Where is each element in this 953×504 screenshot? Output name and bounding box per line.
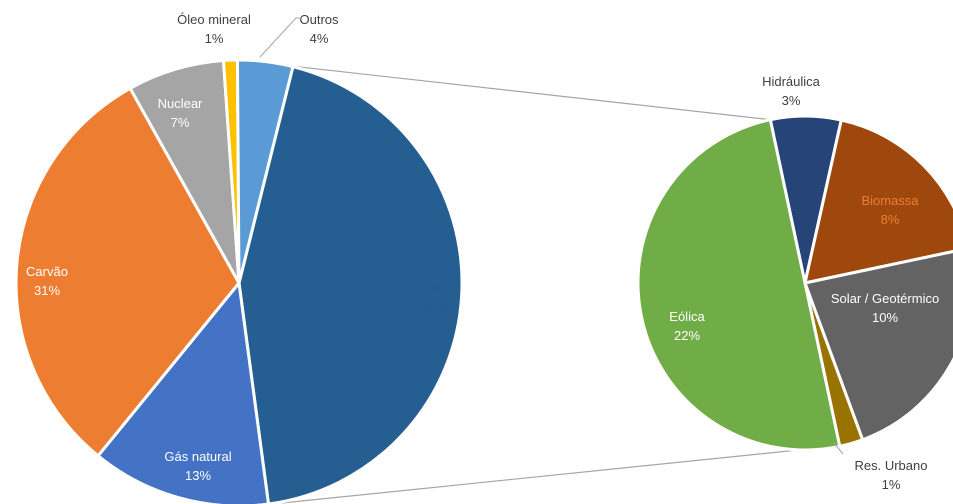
- label-category: Eólica: [669, 309, 705, 324]
- label-value: 3%: [782, 93, 801, 108]
- connector-lines: [237, 59, 800, 504]
- main-label-gas-natural: Gás natural 13%: [164, 449, 231, 483]
- connector-top: [237, 59, 771, 121]
- label-value: 8%: [881, 212, 900, 227]
- label-value: 13%: [185, 468, 211, 483]
- label-category: Outros: [299, 12, 339, 27]
- label-category: Óleo mineral: [177, 12, 251, 27]
- label-value: 10%: [872, 310, 898, 325]
- main-label-nuclear: Nuclear 7%: [158, 96, 203, 130]
- label-value: 1%: [882, 477, 901, 492]
- leader-outros: [259, 17, 302, 58]
- sub-slice-eolica: [636, 118, 842, 452]
- label-value: 4%: [310, 31, 329, 46]
- sub-slice-biomassa: [803, 118, 953, 285]
- label-category: Biomassa: [861, 193, 919, 208]
- main-label-oleo-mineral: Óleo mineral 1%: [177, 12, 251, 46]
- label-category: Nuclear: [158, 96, 203, 111]
- label-category: Outra: [418, 280, 451, 295]
- sub-label-eolica: Eólica 22%: [669, 309, 705, 343]
- main-slice-carvao: [14, 86, 241, 458]
- main-slice-outros: [235, 58, 295, 285]
- leader-res-urbano: [833, 442, 844, 455]
- label-category: Carvão: [26, 264, 68, 279]
- main-slice-gas-natural: [96, 281, 270, 504]
- main-label-outros: Outros 4%: [299, 12, 339, 46]
- sub-label-res-urbano: Res. Urbano 1%: [855, 458, 928, 492]
- label-value: 7%: [171, 115, 190, 130]
- sub-label-solar-geotermico: Solar / Geotérmico 10%: [831, 291, 939, 325]
- data-labels: Outra 44% Gás natural 13% Carvão 31% Nuclear 7%…: [26, 12, 939, 492]
- sub-label-hidraulica: Hidráulica 3%: [762, 74, 821, 108]
- main-pie: [14, 58, 464, 504]
- label-category: Res. Urbano: [855, 458, 928, 473]
- main-label-carvao: Carvão 31%: [26, 264, 68, 298]
- sub-slice-solar-geotermico: [803, 250, 953, 442]
- label-value: 31%: [34, 283, 60, 298]
- connector-bottom: [281, 449, 800, 504]
- main-label-outra: Outra 44%: [418, 280, 451, 314]
- label-category: Hidráulica: [762, 74, 821, 89]
- label-value: 1%: [205, 31, 224, 46]
- label-category: Solar / Geotérmico: [831, 291, 939, 306]
- label-value: 22%: [674, 328, 700, 343]
- label-category: Gás natural: [164, 449, 231, 464]
- label-value: 44%: [421, 299, 447, 314]
- secondary-pie: [636, 114, 953, 452]
- main-slice-outra: [237, 65, 464, 504]
- sub-label-biomassa: Biomassa 8%: [861, 193, 919, 227]
